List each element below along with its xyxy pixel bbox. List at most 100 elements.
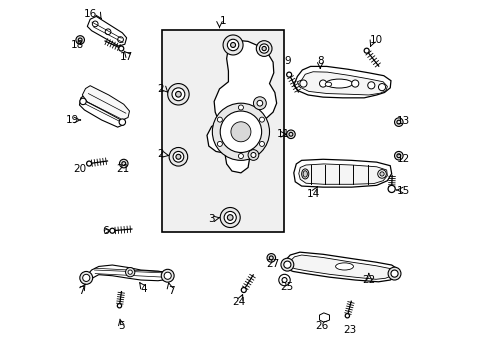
Text: 16: 16 [83,9,97,19]
Circle shape [259,141,264,147]
Circle shape [78,38,82,42]
Text: 21: 21 [116,163,129,174]
Circle shape [172,88,184,101]
Circle shape [379,172,384,176]
Bar [162,30,283,232]
Circle shape [286,130,295,139]
Circle shape [223,35,243,55]
Text: 18: 18 [71,40,84,50]
Circle shape [80,98,86,105]
Circle shape [175,91,181,97]
Text: 3: 3 [208,214,215,224]
Circle shape [117,303,122,308]
Circle shape [283,261,290,268]
Text: 10: 10 [368,35,382,45]
Circle shape [227,215,233,220]
Circle shape [377,170,386,178]
Circle shape [230,42,235,48]
Circle shape [394,118,402,126]
Circle shape [257,100,262,106]
Circle shape [396,120,400,124]
Text: 17: 17 [120,52,133,62]
Polygon shape [283,252,397,282]
Circle shape [364,48,368,53]
Circle shape [286,72,291,77]
Circle shape [390,270,397,277]
Circle shape [256,41,271,57]
Text: 23: 23 [343,325,356,335]
Text: 25: 25 [280,282,293,292]
Text: 1: 1 [219,16,226,26]
Circle shape [351,80,358,87]
Ellipse shape [301,169,308,179]
Polygon shape [288,255,392,279]
Polygon shape [82,86,129,120]
Circle shape [259,44,268,53]
Polygon shape [293,159,391,187]
Circle shape [86,161,91,166]
Circle shape [164,272,171,279]
Circle shape [247,150,258,160]
Circle shape [259,117,264,122]
Circle shape [367,82,374,89]
Polygon shape [319,313,329,322]
Text: 20: 20 [74,163,86,174]
Circle shape [387,267,400,280]
Circle shape [119,119,125,125]
Circle shape [105,29,111,35]
Circle shape [167,84,189,105]
Circle shape [161,269,174,282]
Circle shape [288,132,292,136]
Circle shape [76,36,84,44]
Circle shape [212,103,269,160]
Polygon shape [206,41,276,173]
Circle shape [169,148,187,166]
Circle shape [227,39,238,51]
Circle shape [220,111,261,153]
Circle shape [250,153,255,157]
Ellipse shape [325,82,331,86]
Circle shape [173,152,183,162]
Ellipse shape [335,263,353,270]
Circle shape [82,274,90,282]
Polygon shape [83,265,167,282]
Ellipse shape [303,171,307,177]
Circle shape [253,97,266,110]
Circle shape [266,253,275,262]
Polygon shape [298,164,386,184]
Text: 14: 14 [306,189,319,199]
Circle shape [217,117,222,122]
Circle shape [119,159,128,168]
Circle shape [281,258,293,271]
Circle shape [230,122,250,142]
Text: 4: 4 [140,284,147,294]
Text: 12: 12 [396,154,409,164]
Circle shape [387,185,394,193]
Circle shape [378,84,385,91]
Circle shape [80,271,93,284]
Circle shape [217,141,222,147]
Circle shape [118,37,123,42]
Circle shape [278,274,290,286]
Circle shape [122,162,125,166]
Circle shape [238,105,243,110]
Circle shape [345,314,349,318]
Circle shape [238,154,243,158]
Polygon shape [297,72,386,95]
Polygon shape [87,17,126,46]
Text: 5: 5 [118,321,124,331]
Circle shape [92,21,98,27]
Circle shape [220,207,240,228]
Text: 7: 7 [168,286,175,296]
Circle shape [119,46,123,51]
Circle shape [110,228,115,233]
Circle shape [394,152,402,160]
Circle shape [299,80,306,87]
Circle shape [128,270,132,274]
Text: 11: 11 [276,129,289,139]
Circle shape [282,278,286,283]
Ellipse shape [325,79,352,88]
Text: 6: 6 [102,226,109,236]
Circle shape [125,267,135,277]
Circle shape [319,80,326,87]
